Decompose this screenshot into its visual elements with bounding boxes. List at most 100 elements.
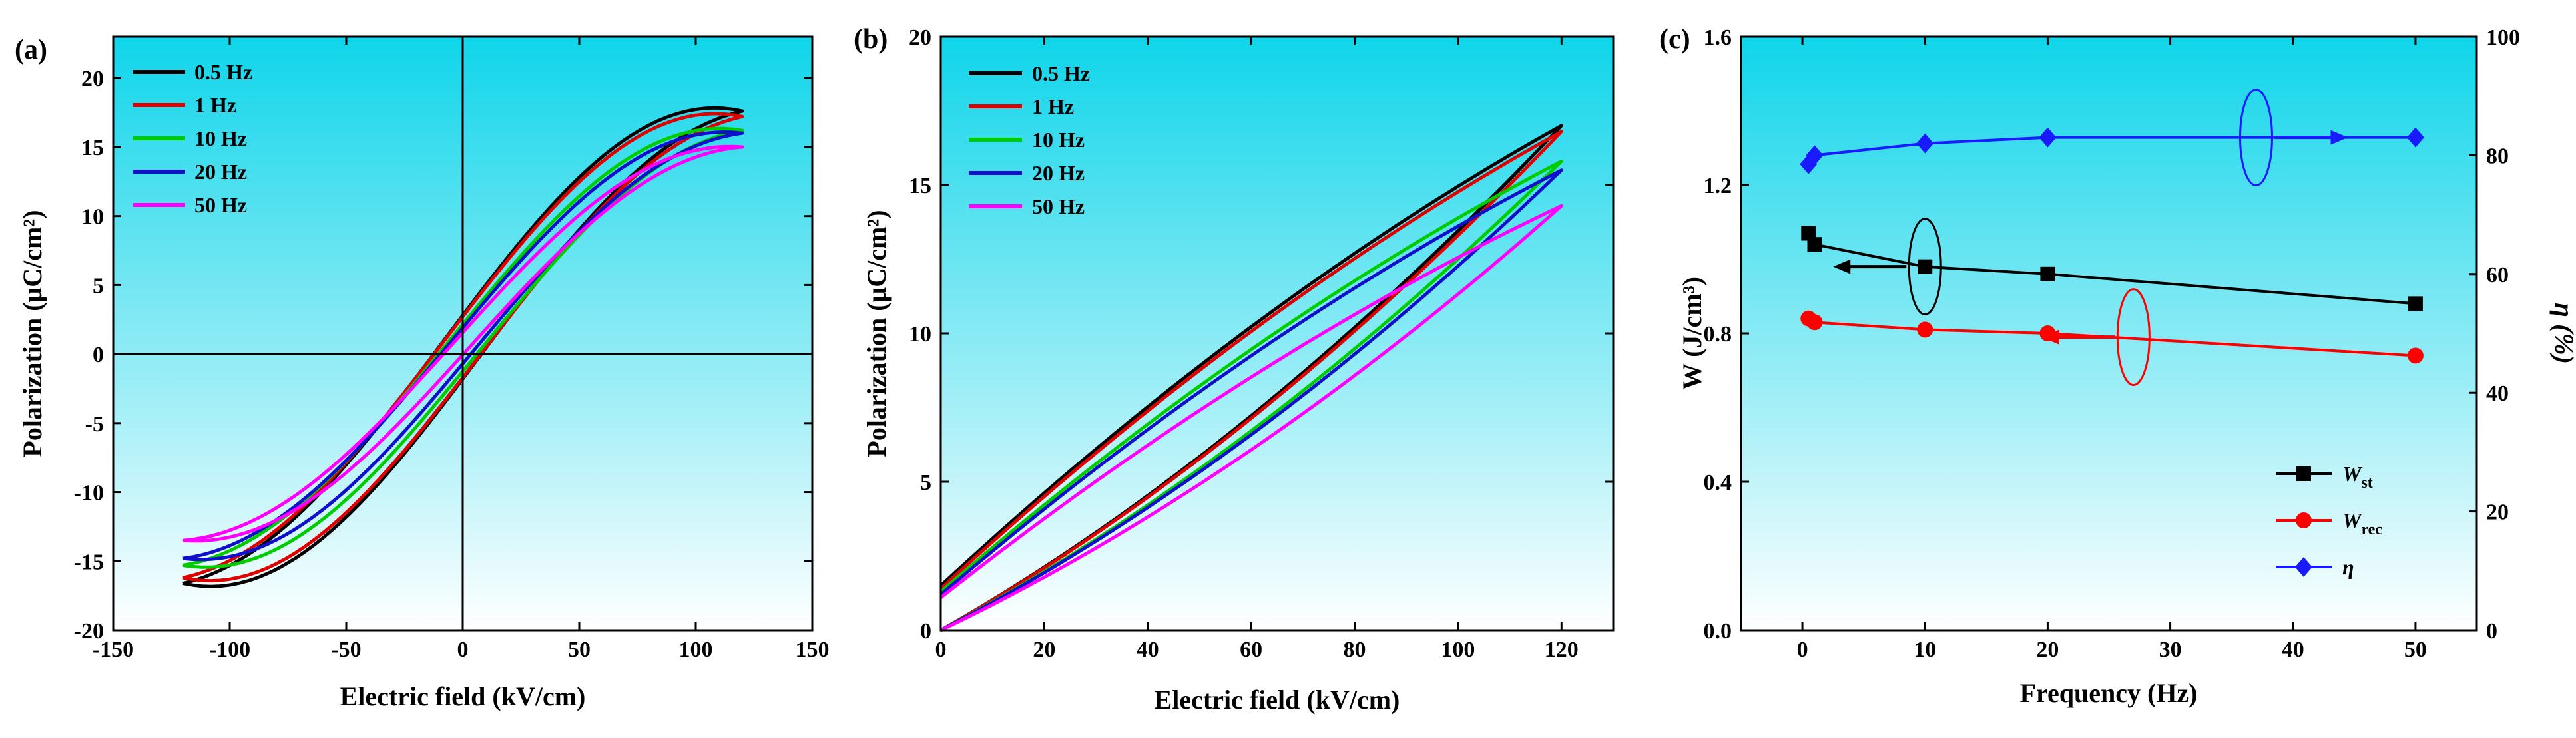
x-tick-label: 120 bbox=[1545, 638, 1579, 662]
data-point-square bbox=[2408, 296, 2423, 311]
y2-tick-label: 0 bbox=[2486, 619, 2497, 644]
legend-label-b: 1 Hz bbox=[1032, 94, 1074, 118]
x-tick-label: 100 bbox=[1441, 638, 1475, 662]
legend-label-b: 50 Hz bbox=[1032, 194, 1085, 218]
legend-label-b: 20 Hz bbox=[1032, 161, 1085, 185]
y2-tick-label: 60 bbox=[2486, 263, 2509, 287]
series-group-c bbox=[1800, 127, 2424, 364]
x-tick-label: 0 bbox=[457, 638, 469, 662]
x-tick-label: -100 bbox=[209, 638, 250, 662]
y-tick-label: 1.2 bbox=[1704, 174, 1732, 198]
data-point-diamond bbox=[2295, 557, 2312, 577]
legend-label-a: 20 Hz bbox=[194, 160, 247, 184]
data-point-circle bbox=[2407, 347, 2424, 364]
y2-axis-label-c: η (%) bbox=[2549, 303, 2576, 364]
series-line-a-20-Hz bbox=[182, 130, 744, 562]
y-tick-label: 0 bbox=[93, 343, 104, 367]
legend-label-c: η bbox=[2342, 555, 2354, 579]
y-tick-label: 10 bbox=[81, 205, 104, 230]
legend-label-main: η bbox=[2342, 555, 2354, 579]
y-tick-label: 20 bbox=[81, 67, 104, 91]
y-tick-label: 0.0 bbox=[1704, 619, 1732, 644]
data-point-diamond bbox=[2039, 127, 2057, 148]
legend-label-c: Wrec bbox=[2342, 508, 2382, 538]
legend-label-a: 0.5 Hz bbox=[194, 60, 252, 84]
reference-lines-a bbox=[113, 37, 812, 630]
panel-label-b: (b) bbox=[854, 24, 888, 55]
y-tick-label: 1.6 bbox=[1704, 25, 1732, 50]
data-point-circle bbox=[2039, 325, 2056, 341]
series-line-a-50-Hz bbox=[182, 144, 744, 543]
series-line-b-20-Hz bbox=[939, 168, 1563, 632]
data-point-square bbox=[1918, 259, 1933, 274]
y2-tick-label: 40 bbox=[2486, 381, 2509, 406]
x-tick-label: 100 bbox=[679, 638, 713, 662]
x-tick-label: 150 bbox=[796, 638, 830, 662]
y-tick-label: 15 bbox=[909, 174, 931, 198]
x-tick-label: 80 bbox=[1344, 638, 1366, 662]
x-tick-label: 50 bbox=[568, 638, 591, 662]
data-point-circle bbox=[1917, 321, 1933, 338]
series-line-b-50-Hz bbox=[939, 204, 1563, 632]
x-tick-label: -150 bbox=[93, 638, 134, 662]
series-line-b-1-Hz bbox=[939, 130, 1563, 632]
x-tick-label: 30 bbox=[2159, 638, 2182, 662]
y2-tick-label: 20 bbox=[2486, 500, 2509, 525]
legend-label-a: 1 Hz bbox=[194, 93, 236, 117]
data-point-circle bbox=[2296, 512, 2312, 528]
panel-b: 0 20 40 60 80 100 120 0 5 10 15 20 0.5 Hz 1 Hz 10 Hz 2… bbox=[854, 24, 1615, 715]
x-tick-label: 0 bbox=[935, 638, 947, 662]
series-group-a bbox=[182, 106, 744, 588]
panel-label-a: (a) bbox=[15, 35, 47, 65]
data-point-diamond bbox=[1806, 145, 1824, 166]
y-tick-label: 0.4 bbox=[1704, 470, 1732, 495]
y-axis-label-a: Polarization (μC/cm²) bbox=[17, 210, 47, 457]
x-tick-label: 10 bbox=[1914, 638, 1936, 662]
x-axis-label-b: Electric field (kV/cm) bbox=[1155, 685, 1400, 715]
y-tick-label: -20 bbox=[74, 619, 104, 644]
y-tick-label: 10 bbox=[909, 322, 931, 347]
x-tick-label: -50 bbox=[331, 638, 361, 662]
y-axis-label-c: W (J/cm³) bbox=[1677, 277, 1707, 390]
y2-tick-label: 100 bbox=[2486, 25, 2520, 50]
y-tick-label: 15 bbox=[81, 136, 104, 160]
legend-a: 0.5 Hz 1 Hz 10 Hz 20 Hz 50 Hz bbox=[133, 60, 252, 217]
x-tick-label: 50 bbox=[2404, 638, 2427, 662]
plot-background-c bbox=[1741, 37, 2477, 630]
legend-label-b: 0.5 Hz bbox=[1032, 61, 1090, 85]
data-point-diamond bbox=[2406, 127, 2424, 148]
x-axis-label-c: Frequency (Hz) bbox=[2020, 678, 2198, 708]
y2-tick-label: 80 bbox=[2486, 144, 2509, 168]
y-tick-label: 20 bbox=[909, 25, 931, 50]
data-point-square bbox=[2296, 466, 2311, 481]
x-tick-label: 20 bbox=[2036, 638, 2059, 662]
panel-c: 0 10 20 30 40 50 0.0 0.4 0.8 1.2 1.6 0 20 40 60 80 100 W… bbox=[1659, 24, 2576, 708]
ticks-b: 0 20 40 60 80 100 120 0 5 10 15 20 bbox=[909, 25, 1613, 662]
legend-label-b: 10 Hz bbox=[1032, 128, 1085, 152]
y-tick-label: 0.8 bbox=[1704, 322, 1732, 347]
y-tick-label: -15 bbox=[74, 550, 104, 574]
legend-label-a: 50 Hz bbox=[194, 193, 247, 217]
x-tick-label: 40 bbox=[1137, 638, 1159, 662]
data-point-square bbox=[1807, 237, 1822, 252]
y-tick-label: -5 bbox=[85, 412, 104, 437]
legend-label-main: W bbox=[2342, 508, 2363, 532]
legend-label-sub: st bbox=[2361, 474, 2372, 492]
x-tick-label: 20 bbox=[1033, 638, 1055, 662]
x-tick-label: 60 bbox=[1240, 638, 1262, 662]
legend-b: 0.5 Hz 1 Hz 10 Hz 20 Hz 50 Hz bbox=[969, 61, 1090, 218]
panel-label-c: (c) bbox=[1659, 24, 1690, 55]
legend-label-main: W bbox=[2342, 462, 2363, 486]
data-point-diamond bbox=[1916, 133, 1934, 154]
y-tick-label: 0 bbox=[920, 619, 931, 644]
y-axis-label-b: Polarization (μC/cm²) bbox=[862, 210, 892, 457]
ticks-c: 0 10 20 30 40 50 0.0 0.4 0.8 1.2 1.6 0 20 40 60 80 100 bbox=[1704, 25, 2521, 662]
x-tick-label: 0 bbox=[1797, 638, 1808, 662]
data-point-square bbox=[1801, 226, 1816, 241]
data-point-square bbox=[2040, 266, 2055, 281]
legend-label-sub: rec bbox=[2361, 521, 2382, 538]
legend-label-c: Wst bbox=[2342, 462, 2373, 492]
